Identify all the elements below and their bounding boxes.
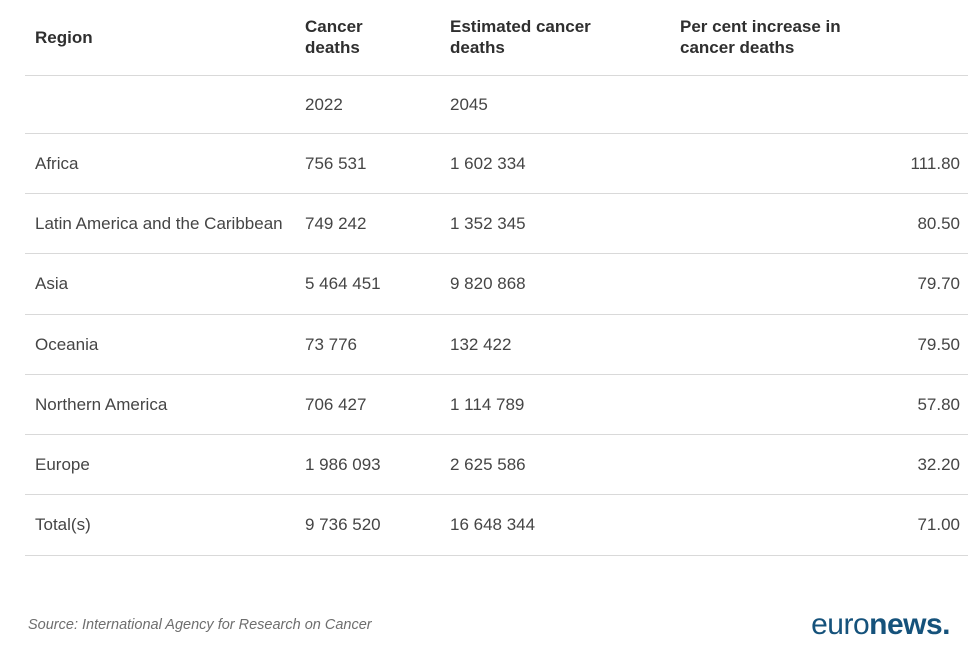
subheader-empty [670,75,968,134]
column-header-estimated-deaths: Estimated cancer deaths [440,0,670,76]
deaths-2022-cell: 73 776 [295,314,440,375]
pct-increase-cell: 32.20 [670,434,968,496]
table-row-totals: Total(s) 9 736 520 16 648 344 71.00 [25,494,968,556]
table-row-northern-america: Northern America 706 427 1 114 789 57.80 [25,374,968,436]
column-header-cancer-deaths-label: Cancer deaths [305,17,363,58]
region-cell: Asia [25,253,295,315]
region-cell: Europe [25,434,295,496]
deaths-2045-cell: 1 602 334 [440,133,670,195]
column-header-estimated-deaths-label: Estimated cancer deaths [450,17,591,58]
column-header-pct-increase: Per cent increase in cancer deaths [670,0,968,76]
deaths-2045-cell: 1 352 345 [440,193,670,255]
pct-increase-cell: 57.80 [670,374,968,436]
deaths-2045-cell: 16 648 344 [440,494,670,556]
pct-increase-cell: 79.70 [670,253,968,315]
header-row: Region Cancer deaths Estimated cancer de… [25,0,968,76]
table-row-latin-america: Latin America and the Caribbean 749 242 … [25,193,968,255]
euronews-logo-euro: euro [811,608,870,641]
deaths-2045-cell: 132 422 [440,314,670,375]
region-cell: Latin America and the Caribbean [25,193,295,255]
deaths-2022-cell: 756 531 [295,133,440,195]
pct-increase-cell: 79.50 [670,314,968,375]
euronews-logo-news: news. [869,608,950,641]
column-header-region: Region [25,0,295,76]
subheader-empty [25,75,295,134]
source-note: Source: International Agency for Researc… [28,617,372,633]
subheader-year-2022: 2022 [295,75,440,134]
deaths-2022-cell: 749 242 [295,193,440,255]
table-row-europe: Europe 1 986 093 2 625 586 32.20 [25,434,968,496]
deaths-2045-cell: 1 114 789 [440,374,670,436]
table-row-africa: Africa 756 531 1 602 334 111.80 [25,133,968,195]
table-row-asia: Asia 5 464 451 9 820 868 79.70 [25,253,968,315]
column-header-region-label: Region [35,27,93,47]
region-cell: Total(s) [25,494,295,556]
subheader-year-2045: 2045 [440,75,670,134]
deaths-2022-cell: 5 464 451 [295,253,440,315]
deaths-2022-cell: 706 427 [295,374,440,436]
pct-increase-cell: 80.50 [670,193,968,255]
euronews-logo: euronews. [811,608,950,642]
pct-increase-cell: 111.80 [670,133,968,195]
footer: Source: International Agency for Researc… [0,596,980,666]
region-cell: Northern America [25,374,295,436]
table-row-oceania: Oceania 73 776 132 422 79.50 [25,314,968,375]
deaths-2022-cell: 1 986 093 [295,434,440,496]
deaths-2022-cell: 9 736 520 [295,494,440,556]
subheader-row: 2022 2045 [25,75,968,134]
region-cell: Africa [25,133,295,195]
column-header-pct-increase-label: Per cent increase in cancer deaths [680,17,841,58]
region-cell: Oceania [25,314,295,375]
deaths-2045-cell: 9 820 868 [440,253,670,315]
column-header-cancer-deaths: Cancer deaths [295,0,440,76]
pct-increase-cell: 71.00 [670,494,968,556]
deaths-2045-cell: 2 625 586 [440,434,670,496]
cancer-deaths-table: Region Cancer deaths Estimated cancer de… [25,0,968,556]
